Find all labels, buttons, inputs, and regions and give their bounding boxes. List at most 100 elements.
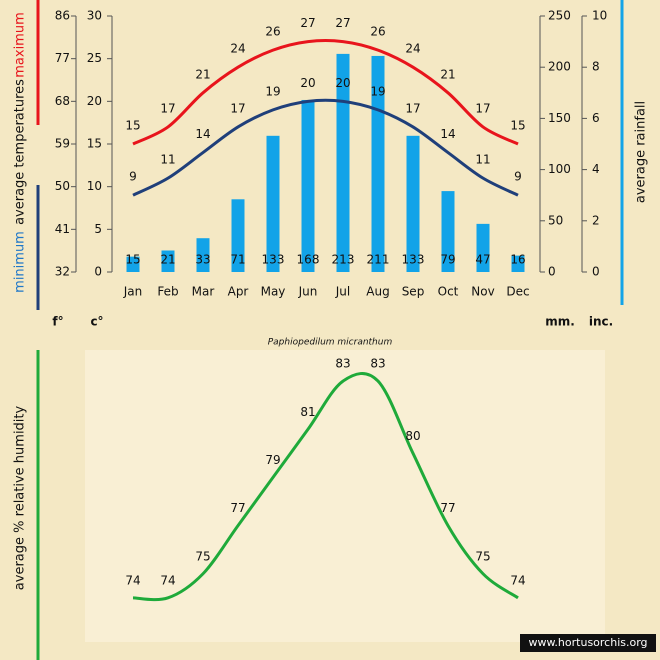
bar	[196, 238, 210, 272]
y-tick-label: 30	[87, 9, 102, 23]
data-label: 75	[475, 549, 490, 563]
data-label: 24	[405, 42, 420, 56]
data-label: 74	[125, 573, 140, 587]
bar	[511, 255, 525, 272]
data-label: 79	[265, 453, 280, 467]
data-label: 168	[297, 253, 320, 267]
y-tick-label: 10	[592, 9, 607, 23]
line	[132, 39, 519, 146]
data-label: 74	[160, 573, 175, 587]
data-label: 16	[510, 253, 525, 267]
bar	[126, 256, 140, 272]
x-tick-label: Feb	[157, 285, 178, 299]
y-tick-label: 0	[548, 265, 556, 279]
humidity-axis-label: average % relative humidity	[13, 405, 28, 590]
data-label: 77	[440, 501, 455, 515]
data-label: 213	[332, 253, 355, 267]
y-tick-label: 32	[55, 265, 70, 279]
data-label: 24	[230, 42, 245, 56]
data-label: 74	[510, 573, 525, 587]
bar	[336, 53, 350, 272]
y-tick-label: 10	[87, 179, 102, 193]
data-label: 15	[125, 253, 140, 267]
data-label: 14	[195, 127, 210, 141]
y-tick-label: 5	[94, 222, 102, 236]
y-tick-label: 150	[548, 111, 571, 125]
y-tick-label: 25	[87, 51, 102, 65]
bar	[476, 223, 490, 272]
chart-title: Paphiopedilum micranthum	[268, 338, 393, 348]
y-tick-label: 15	[87, 137, 102, 151]
y-tick-label: 0	[94, 265, 102, 279]
data-label: 17	[160, 101, 175, 115]
unit-label: c°	[90, 315, 103, 329]
data-label: 11	[160, 153, 175, 167]
data-label: 77	[230, 501, 245, 515]
data-label: 133	[402, 253, 425, 267]
y-tick-label: 6	[592, 111, 600, 125]
y-tick-label: 50	[55, 179, 70, 193]
data-label: 79	[440, 253, 455, 267]
y-tick-label: 77	[55, 51, 70, 65]
data-label: 11	[475, 153, 490, 167]
data-label: 9	[129, 170, 137, 184]
line	[132, 372, 519, 602]
bar	[406, 135, 420, 272]
data-label: 26	[265, 25, 280, 39]
y-tick-label: 2	[592, 213, 600, 227]
data-label: 80	[405, 429, 420, 443]
x-tick-label: Jan	[123, 285, 143, 299]
y-tick-label: 100	[548, 162, 571, 176]
data-label: 21	[195, 67, 210, 81]
x-tick-label: Sep	[402, 285, 425, 299]
data-label: 83	[335, 357, 350, 371]
unit-label: inc.	[589, 315, 613, 329]
y-tick-label: 50	[548, 213, 563, 227]
bar	[266, 135, 280, 272]
data-label: 83	[370, 357, 385, 371]
x-tick-label: May	[261, 285, 286, 299]
data-label: 47	[475, 253, 490, 267]
y2-axis-label: average rainfall	[634, 101, 649, 203]
x-tick-label: Apr	[228, 285, 249, 299]
x-tick-label: Dec	[506, 285, 529, 299]
data-label: 26	[370, 25, 385, 39]
watermark: www.hortusorchis.org	[528, 636, 647, 649]
y-tick-label: 20	[87, 94, 102, 108]
data-label: 19	[370, 84, 385, 98]
data-label: 17	[475, 101, 490, 115]
data-label: 14	[440, 127, 455, 141]
data-label: 211	[367, 253, 390, 267]
data-label: 20	[335, 76, 350, 90]
data-label: 15	[510, 119, 525, 133]
watermark-box	[520, 634, 656, 652]
line	[132, 98, 519, 197]
x-tick-label: Oct	[438, 285, 459, 299]
humidity-panel	[85, 350, 605, 642]
unit-label: mm.	[545, 315, 575, 329]
unit-label: f°	[52, 315, 63, 329]
data-label: 20	[300, 76, 315, 90]
data-label: 21	[440, 67, 455, 81]
bar	[231, 199, 245, 272]
data-label: 133	[262, 253, 285, 267]
y-tick-label: 250	[548, 9, 571, 23]
x-tick-label: Nov	[471, 285, 494, 299]
bar	[301, 99, 315, 272]
data-label: 27	[300, 16, 315, 30]
y-tick-label: 4	[592, 162, 600, 176]
x-tick-label: Jun	[298, 285, 318, 299]
x-tick-label: Aug	[366, 285, 389, 299]
y-tick-label: 200	[548, 60, 571, 74]
data-label: 17	[405, 101, 420, 115]
legend-min: minimum	[13, 231, 28, 293]
bar	[441, 191, 455, 272]
y-axis-label: average temperatures	[13, 79, 28, 225]
x-tick-label: Mar	[192, 285, 215, 299]
y-tick-label: 59	[55, 137, 70, 151]
data-label: 33	[195, 253, 210, 267]
y-tick-label: 8	[592, 60, 600, 74]
data-label: 21	[160, 253, 175, 267]
data-label: 81	[300, 405, 315, 419]
data-label: 71	[230, 253, 245, 267]
